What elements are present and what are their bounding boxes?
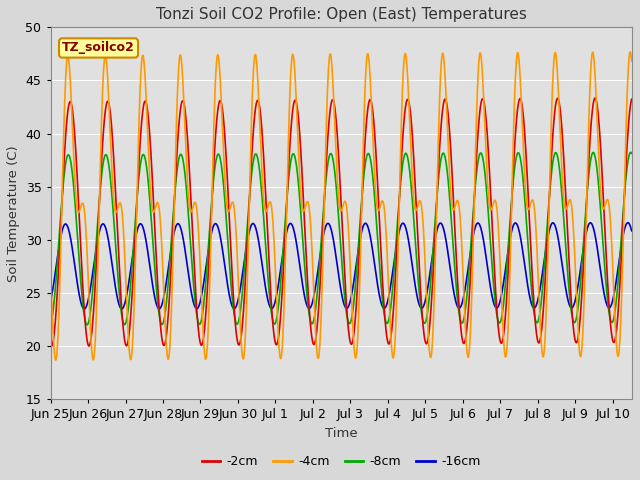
Line: -8cm: -8cm — [51, 152, 632, 325]
-8cm — [616, 248, 624, 253]
-8cm — [148, 219, 156, 225]
-16cm — [148, 275, 156, 280]
Text: TZ_soilco2: TZ_soilco2 — [62, 41, 135, 54]
-2cm — [295, 119, 303, 124]
-16cm — [624, 220, 632, 226]
Legend: -2cm, -4cm, -8cm, -16cm: -2cm, -4cm, -8cm, -16cm — [196, 450, 486, 473]
-16cm — [616, 249, 624, 255]
-16cm — [295, 255, 303, 261]
X-axis label: Time: Time — [324, 427, 357, 440]
-16cm — [113, 293, 121, 299]
-4cm — [52, 357, 60, 363]
Y-axis label: Soil Temperature (C): Soil Temperature (C) — [7, 145, 20, 282]
-4cm — [554, 77, 562, 83]
Line: -16cm: -16cm — [51, 223, 632, 309]
-16cm — [81, 306, 88, 312]
-2cm — [47, 342, 54, 348]
-4cm — [628, 58, 636, 64]
-2cm — [148, 160, 156, 166]
-2cm — [628, 96, 636, 102]
-8cm — [83, 322, 91, 328]
-2cm — [47, 343, 55, 349]
-2cm — [554, 96, 562, 101]
-8cm — [269, 320, 277, 326]
-2cm — [591, 95, 599, 101]
-4cm — [295, 156, 303, 161]
-8cm — [47, 321, 54, 327]
-2cm — [617, 269, 625, 275]
-2cm — [113, 219, 121, 225]
-16cm — [47, 298, 54, 304]
-4cm — [113, 208, 121, 214]
Line: -4cm: -4cm — [51, 52, 632, 360]
-16cm — [269, 304, 277, 310]
-8cm — [554, 155, 562, 161]
-2cm — [269, 328, 277, 334]
-4cm — [269, 229, 277, 235]
-8cm — [295, 184, 303, 190]
-16cm — [554, 234, 562, 240]
-8cm — [113, 262, 121, 268]
-8cm — [627, 149, 634, 155]
-8cm — [628, 150, 636, 156]
-4cm — [148, 200, 156, 206]
Line: -2cm: -2cm — [51, 98, 632, 346]
-4cm — [616, 328, 624, 334]
-4cm — [47, 271, 54, 276]
-4cm — [627, 49, 634, 55]
-16cm — [628, 228, 636, 234]
Title: Tonzi Soil CO2 Profile: Open (East) Temperatures: Tonzi Soil CO2 Profile: Open (East) Temp… — [156, 7, 527, 22]
